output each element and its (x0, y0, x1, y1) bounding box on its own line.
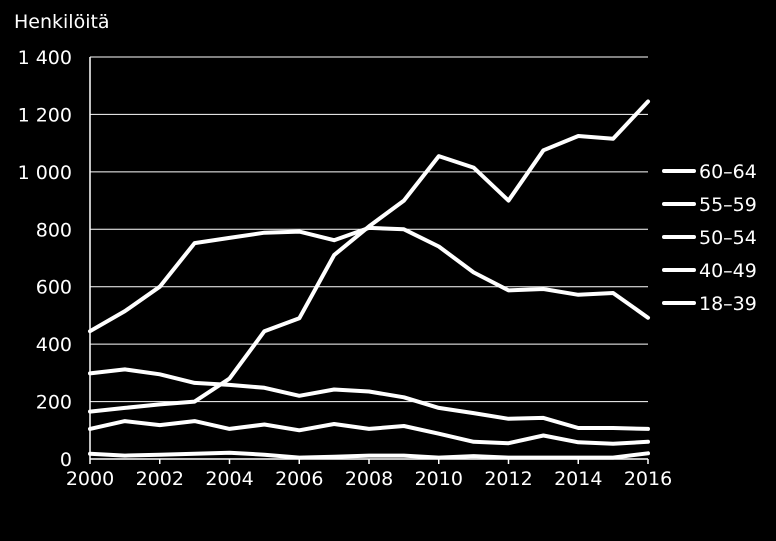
x-tick-label: 2016 (624, 468, 672, 490)
series-line-3 (88, 367, 650, 431)
y-tick-label: 0 (60, 449, 72, 471)
y-tick-label: 1 000 (18, 162, 72, 184)
series-line-2 (88, 225, 650, 334)
legend-label: 60–64 (699, 161, 757, 183)
x-tick-label: 2002 (136, 468, 184, 490)
x-tick-label: 2000 (66, 468, 114, 490)
x-tick-label: 2012 (484, 468, 532, 490)
series-line-1 (88, 99, 650, 414)
x-tick-label: 2006 (275, 468, 323, 490)
y-tick-label: 400 (36, 334, 72, 356)
y-tick-label: 1 400 (18, 47, 72, 69)
legend-label: 55–59 (699, 194, 757, 216)
y-tick-label: 800 (36, 219, 72, 241)
legend-label: 40–49 (699, 260, 757, 282)
legend-label: 18–39 (699, 293, 757, 315)
grid-layer (90, 56, 648, 403)
series-line-4 (88, 419, 650, 446)
x-tick-label: 2014 (554, 468, 602, 490)
y-tick-label: 1 200 (18, 104, 72, 126)
y-axis-label: Henkilöitä (14, 11, 110, 33)
x-tick-label: 2010 (415, 468, 463, 490)
x-tick-label: 2004 (205, 468, 253, 490)
y-tick-label: 600 (36, 277, 72, 299)
y-tick-label: 200 (36, 392, 72, 414)
legend: 60–64 55–59 50–54 40–49 18–39 (662, 161, 757, 315)
x-tick-label: 2008 (345, 468, 393, 490)
axis-layer: 0 200 400 600 800 1 000 1 200 1 400 2000 2002 2004… (18, 47, 673, 490)
series-layer (88, 99, 650, 460)
series-line-5 (88, 450, 650, 460)
legend-label: 50–54 (699, 227, 757, 249)
